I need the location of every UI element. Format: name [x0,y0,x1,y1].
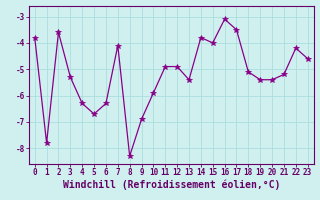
X-axis label: Windchill (Refroidissement éolien,°C): Windchill (Refroidissement éolien,°C) [62,180,280,190]
